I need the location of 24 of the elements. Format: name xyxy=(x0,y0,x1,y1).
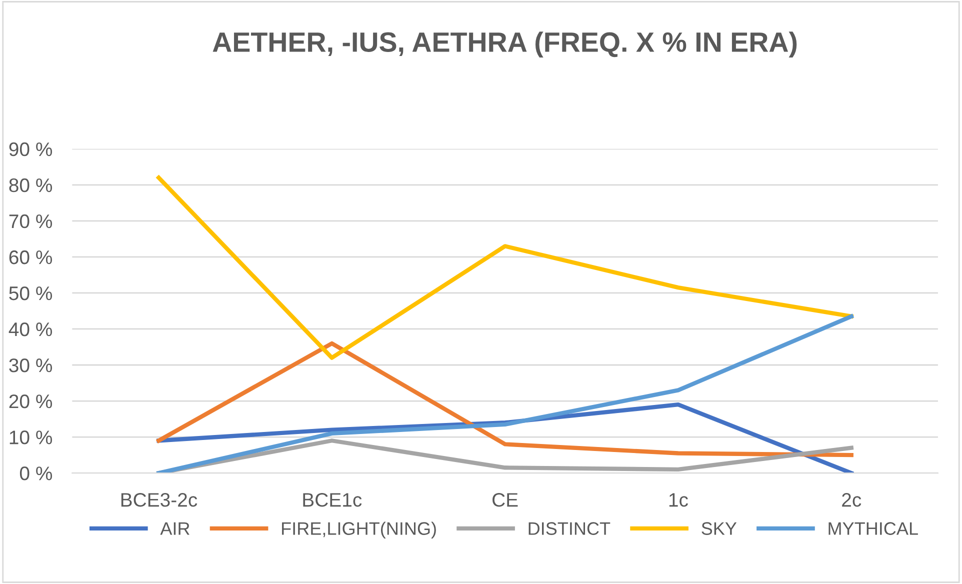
y-tick-label: 80 % xyxy=(9,178,52,192)
chart-title: AETHER, -IUS, AETHRA (FREQ. X % IN ERA) xyxy=(212,32,797,58)
line-series xyxy=(156,176,854,360)
legend-label: DISTINCT xyxy=(528,522,610,535)
y-tick-label: 30 % xyxy=(9,358,52,372)
y-tick-label: 0 % xyxy=(20,466,52,480)
x-tick-label: 2c xyxy=(842,493,862,507)
legend-label: SKY xyxy=(702,522,737,535)
x-tick-label: 1c xyxy=(669,493,688,507)
y-tick-label: 40 % xyxy=(8,322,52,336)
y-tick-label: 60 % xyxy=(9,250,52,264)
legend-label: MYTHICAL xyxy=(828,522,918,535)
legend-label: FIRE,LIGHT(NING) xyxy=(282,522,436,539)
y-tick-label: 50 % xyxy=(9,286,52,300)
y-tick-label: 90 % xyxy=(9,142,52,156)
x-tick-label: BCE3-2c xyxy=(121,493,198,507)
y-tick-label: 10 % xyxy=(10,430,52,444)
y-tick-label: 70 % xyxy=(9,214,52,228)
x-tick-label: CE xyxy=(492,493,518,507)
line-series xyxy=(156,341,854,458)
x-tick-label: BCE1c xyxy=(303,493,362,507)
line-series xyxy=(156,314,854,474)
y-tick-label: 20 % xyxy=(9,394,52,408)
legend-label: AIR xyxy=(160,522,190,535)
